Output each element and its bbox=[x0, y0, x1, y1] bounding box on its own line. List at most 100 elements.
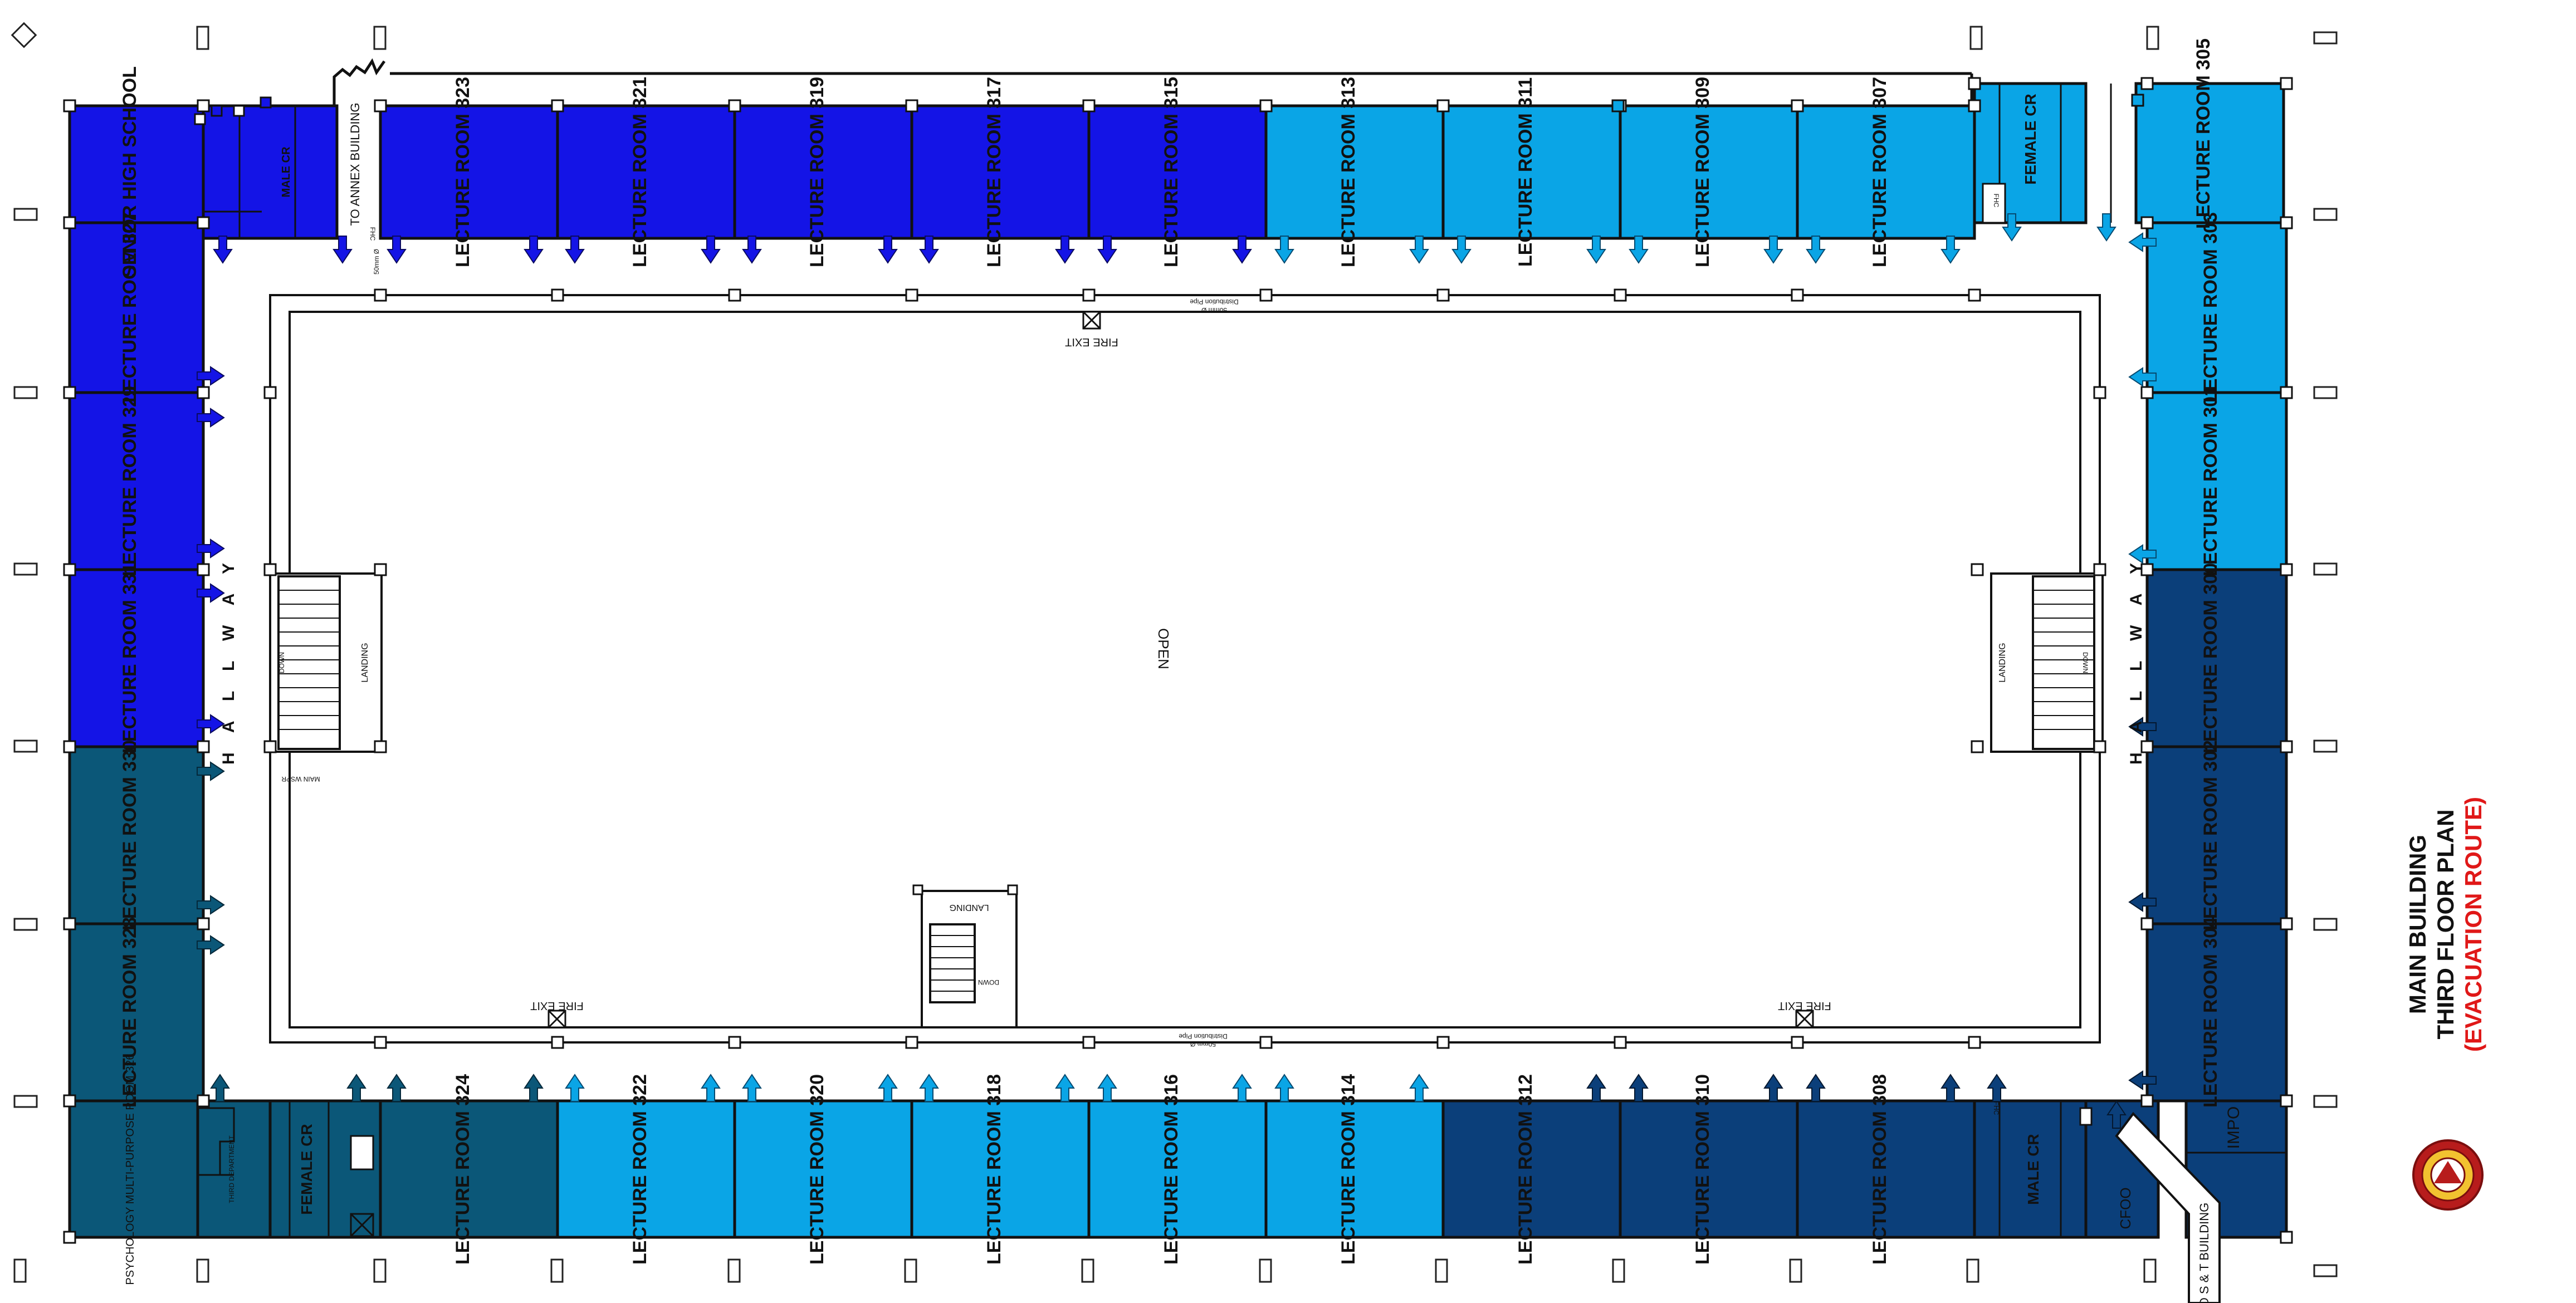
label-313: LECTURE ROOM 313 bbox=[1338, 77, 1359, 267]
arrows-zone-b bbox=[565, 213, 2157, 1102]
label-down-east: DOWN bbox=[2081, 652, 2089, 673]
room-330 bbox=[68, 745, 205, 925]
label-dist-n1: 50mm Ø bbox=[1201, 306, 1227, 314]
column-nodes bbox=[63, 77, 2293, 1244]
room-312 bbox=[1441, 1099, 1622, 1239]
label-fhc-ne: FHC bbox=[1992, 194, 2000, 208]
room-315 bbox=[1087, 104, 1268, 240]
label-landing-west: LANDING bbox=[360, 643, 370, 682]
label-305: LECTURE ROOM 305 bbox=[2193, 38, 2214, 229]
label-down-south: DOWN bbox=[978, 978, 999, 986]
label-328: LECTURE ROOM 328 bbox=[119, 917, 140, 1108]
label-riser: 50mm Ø bbox=[373, 249, 380, 275]
label-dept: THIRD DEPARTMENT bbox=[228, 1135, 236, 1203]
title-line3: (EVACUATION ROUTE) bbox=[2460, 797, 2486, 1052]
label-303: LECTURE ROOM 303 bbox=[2200, 212, 2221, 403]
room-319 bbox=[733, 104, 913, 240]
room-320 bbox=[733, 1099, 913, 1239]
room-305 bbox=[2134, 82, 2285, 224]
label-304: LECTURE ROOM 304 bbox=[2200, 917, 2221, 1108]
side-rooms bbox=[68, 221, 2288, 1103]
room-314 bbox=[1264, 1099, 1445, 1239]
label-psych: PSYCHOLOGY MULTI-PURPOSE ROOM 326 bbox=[124, 1054, 136, 1285]
plan-labels: OPEN H A L L W A Y H A L L W A Y TO ANNE… bbox=[219, 103, 2211, 1303]
st-connector bbox=[2115, 1111, 2221, 1303]
label-female-cr-ne: FEMALE CR bbox=[2022, 94, 2039, 184]
room-323 bbox=[379, 104, 559, 240]
room-321 bbox=[556, 104, 736, 240]
room-308 bbox=[1796, 1099, 1976, 1239]
label-dist-s2: 50mm Ø bbox=[1190, 1040, 1216, 1048]
label-318: LECTURE ROOM 318 bbox=[984, 1074, 1005, 1265]
room-labels: SENIOR HIGH SCHOOL MALE CR LECTURE ROOM … bbox=[119, 38, 2243, 1285]
room-307 bbox=[1796, 104, 1976, 240]
courtyard bbox=[269, 294, 2104, 1044]
label-323: LECTURE ROOM 323 bbox=[452, 77, 473, 267]
label-330: LECTURE ROOM 330 bbox=[119, 740, 140, 930]
label-308: LECTURE ROOM 308 bbox=[1869, 1074, 1890, 1265]
label-300: LECTURE ROOM 300 bbox=[2200, 563, 2221, 753]
label-dist-s1: Distribution Pipe bbox=[1179, 1032, 1228, 1040]
label-fhc-nw: FHC bbox=[369, 227, 377, 241]
title-line2: THIRD FLOOR PLAN bbox=[2432, 810, 2458, 1040]
seal-icon bbox=[2412, 1139, 2484, 1211]
room-331 bbox=[68, 568, 205, 748]
label-320: LECTURE ROOM 320 bbox=[806, 1074, 828, 1265]
room-322 bbox=[556, 1099, 736, 1239]
south-rooms bbox=[68, 1099, 2288, 1239]
room-313 bbox=[1264, 104, 1445, 240]
label-female-cr-sw: FEMALE CR bbox=[298, 1124, 315, 1214]
label-fire-exit-north: FIRE EXIT bbox=[1065, 336, 1118, 348]
room-male-cr-nw bbox=[202, 104, 339, 240]
label-315: LECTURE ROOM 315 bbox=[1161, 77, 1182, 267]
label-314: LECTURE ROOM 314 bbox=[1338, 1074, 1359, 1265]
room-psych bbox=[68, 1099, 199, 1239]
label-324: LECTURE ROOM 324 bbox=[452, 1074, 473, 1265]
label-male-cr-se: MALE CR bbox=[2025, 1134, 2042, 1205]
label-329: LECTURE ROOM 329 bbox=[119, 386, 140, 576]
grid-markers bbox=[11, 22, 2338, 1283]
arrows-zone-c bbox=[1587, 717, 2157, 1129]
label-fire-exit-se: FIRE EXIT bbox=[1778, 1000, 1831, 1012]
room-300 bbox=[2145, 568, 2288, 748]
label-to-st: TO S & T BUILDING bbox=[2197, 1203, 2211, 1303]
room-328 bbox=[68, 922, 205, 1103]
label-shs: SENIOR HIGH SCHOOL bbox=[119, 66, 140, 278]
label-311: LECTURE ROOM 311 bbox=[1515, 77, 1536, 267]
room-329 bbox=[68, 391, 205, 571]
label-fhc-se: FHC bbox=[1992, 1101, 2000, 1115]
label-landing-south: LANDING bbox=[949, 903, 989, 912]
label-down-west: DOWN bbox=[278, 652, 286, 673]
label-309: LECTURE ROOM 309 bbox=[1692, 77, 1713, 267]
label-321: LECTURE ROOM 321 bbox=[629, 77, 651, 267]
north-rooms bbox=[68, 82, 2285, 240]
label-301: LECTURE ROOM 301 bbox=[2200, 386, 2221, 576]
label-landing-east: LANDING bbox=[1998, 643, 2007, 682]
label-312: LECTURE ROOM 312 bbox=[1515, 1074, 1536, 1265]
room-310 bbox=[1619, 1099, 1799, 1239]
label-to-annex: TO ANNEX BUILDING bbox=[348, 103, 362, 226]
title-line1: MAIN BUILDING bbox=[2404, 835, 2431, 1014]
label-302: LECTURE ROOM 302 bbox=[2200, 740, 2221, 930]
room-302 bbox=[2145, 745, 2288, 925]
room-316 bbox=[1087, 1099, 1268, 1239]
label-main-wspr: MAIN WSPR bbox=[281, 775, 320, 783]
label-impo: IMPO bbox=[2225, 1106, 2243, 1149]
label-hallway-west: H A L L W A Y bbox=[219, 555, 238, 765]
label-dist-n2: Distribution Pipe bbox=[1190, 298, 1239, 306]
label-male-cr-nw: MALE CR bbox=[280, 146, 292, 198]
annex-connector bbox=[333, 58, 1973, 106]
fire-exit-markers bbox=[548, 311, 1814, 1028]
label-310: LECTURE ROOM 310 bbox=[1692, 1074, 1713, 1265]
room-311 bbox=[1441, 104, 1622, 240]
room-details bbox=[194, 84, 2286, 1237]
label-hallway-east: H A L L W A Y bbox=[2127, 555, 2145, 765]
title-block: MAIN BUILDING THIRD FLOOR PLAN (EVACUATI… bbox=[2404, 797, 2486, 1052]
label-331: LECTURE ROOM 331 bbox=[119, 563, 140, 753]
label-316: LECTURE ROOM 316 bbox=[1161, 1074, 1182, 1265]
label-fire-exit-sw: FIRE EXIT bbox=[530, 1000, 584, 1012]
room-301 bbox=[2145, 391, 2288, 571]
label-327: LECTURE ROOM 327 bbox=[119, 212, 140, 403]
label-307: LECTURE ROOM 307 bbox=[1869, 77, 1890, 267]
